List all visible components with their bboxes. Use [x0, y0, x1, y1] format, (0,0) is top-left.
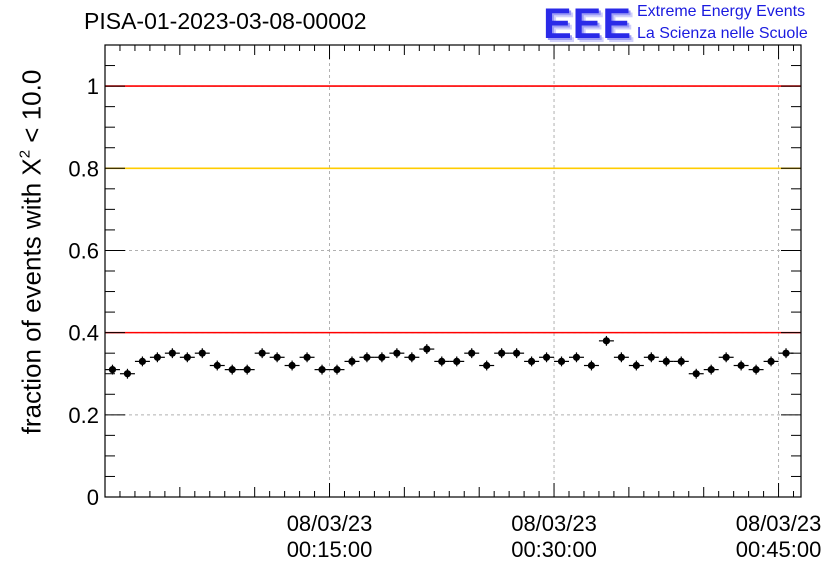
data-point	[393, 349, 401, 357]
x-tick-label-time: 00:30:00	[511, 537, 597, 562]
data-point	[602, 337, 611, 345]
x-tick-label-date: 08/03/23	[736, 511, 822, 536]
data-point	[243, 366, 251, 374]
data-point	[767, 357, 775, 365]
data-point	[153, 353, 161, 361]
data-point	[408, 353, 416, 361]
data-point	[168, 349, 176, 357]
x-tick-label-time: 00:15:00	[287, 537, 373, 562]
y-tick-label: 0.4	[68, 321, 99, 346]
data-point	[468, 349, 476, 357]
data-point	[453, 357, 461, 365]
data-point	[108, 366, 117, 374]
y-tick-label: 0	[87, 485, 99, 510]
x-tick-label-time: 00:45:00	[736, 537, 822, 562]
data-point	[557, 357, 566, 365]
data-point	[213, 361, 221, 370]
data-point	[722, 353, 730, 361]
x-tick-label-date: 08/03/23	[287, 511, 373, 536]
y-tick-label: 1	[87, 74, 99, 99]
data-point	[752, 366, 760, 374]
data-point	[198, 349, 206, 357]
data-point	[348, 357, 356, 365]
data-point	[677, 357, 685, 365]
data-point	[707, 366, 715, 374]
x-tick-label-date: 08/03/23	[511, 511, 597, 536]
data-point	[438, 357, 446, 365]
data-point	[273, 353, 281, 361]
data-point	[572, 353, 581, 361]
data-point	[527, 357, 536, 365]
data-point	[378, 353, 386, 361]
data-point	[737, 361, 745, 370]
eee-logo-mark: EEE	[543, 0, 633, 48]
data-point	[632, 361, 640, 370]
data-point	[138, 357, 147, 365]
data-point	[363, 353, 371, 361]
data-point	[662, 357, 670, 365]
data-point	[318, 366, 326, 374]
data-point	[587, 361, 596, 370]
data-point	[542, 353, 551, 361]
data-point	[782, 349, 790, 357]
y-tick-label: 0.8	[68, 156, 99, 181]
data-point	[483, 361, 491, 370]
y-tick-label: 0.6	[68, 238, 99, 263]
data-point	[333, 366, 341, 374]
chart-title: PISA-01-2023-03-08-00002	[84, 8, 367, 34]
data-point	[288, 361, 296, 370]
data-point	[258, 349, 266, 357]
data-point	[303, 353, 311, 361]
data-point	[692, 370, 700, 378]
data-point	[498, 349, 506, 357]
data-point	[423, 345, 431, 353]
eee-logo-line2: La Scienza nelle Scuole	[637, 25, 808, 42]
data-point	[617, 353, 625, 361]
plot-frame	[104, 44, 802, 498]
eee-logo-line1: Extreme Energy Events	[637, 3, 806, 20]
y-tick-label: 0.2	[68, 403, 99, 428]
data-point	[228, 366, 236, 374]
data-point	[183, 353, 191, 361]
data-point	[513, 349, 521, 357]
data-point	[647, 353, 655, 361]
data-point	[123, 370, 132, 378]
